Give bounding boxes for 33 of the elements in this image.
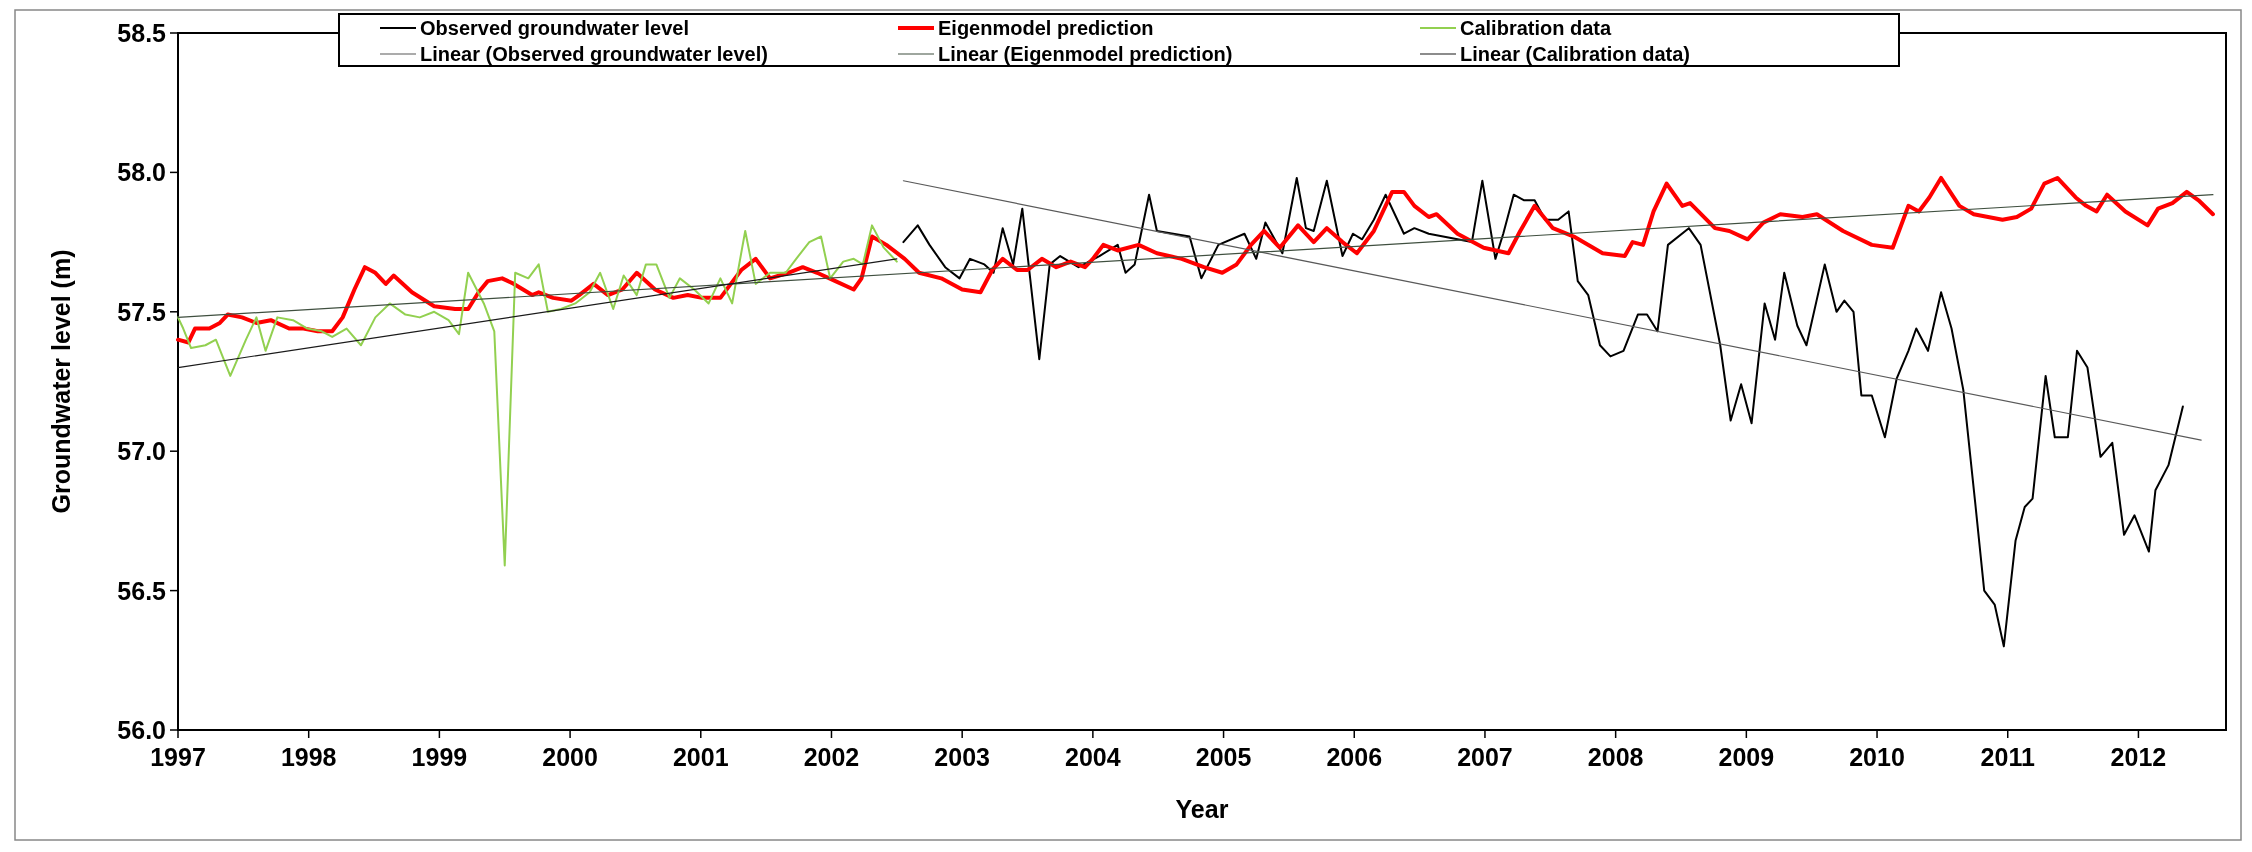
- legend-label: Eigenmodel prediction: [938, 17, 1154, 39]
- x-tick-label: 2005: [1195, 743, 1252, 771]
- legend-label: Linear (Eigenmodel prediction): [938, 43, 1233, 65]
- line-series: [902, 176, 2184, 648]
- x-tick-label: 2010: [1849, 743, 1905, 771]
- x-tick-label: 2001: [672, 743, 729, 771]
- y-tick-label: 57.5: [117, 297, 167, 326]
- x-tick-label: 2008: [1587, 743, 1644, 771]
- legend-label: Linear (Observed groundwater level): [420, 43, 768, 65]
- y-tick-label: 56.5: [117, 576, 167, 605]
- line-series: [177, 224, 898, 567]
- y-tick-label: 58.0: [117, 158, 166, 187]
- y-tick-label: 57.0: [117, 437, 166, 466]
- legend-label: Linear (Calibration data): [1460, 43, 1691, 65]
- y-axis-title: Groundwater level (m): [47, 249, 75, 514]
- x-tick-label: 2012: [2110, 743, 2167, 771]
- y-tick-label: 58.5: [117, 19, 167, 47]
- x-tick-label: 2011: [1980, 743, 2035, 771]
- x-tick-label: 2004: [1065, 743, 1121, 771]
- legend-label: Calibration data: [1460, 17, 1613, 39]
- legend-label: Observed groundwater level: [420, 17, 689, 39]
- x-axis-title: Year: [1175, 795, 1229, 823]
- x-tick-label: 2003: [934, 743, 990, 771]
- x-tick-label: 2002: [803, 743, 860, 771]
- line-series: [176, 175, 2215, 345]
- x-tick-label: 1998: [280, 743, 337, 771]
- x-tick-label: 2006: [1326, 743, 1383, 771]
- x-tick-label: 1997: [150, 743, 206, 771]
- x-tick-label: 2009: [1718, 743, 1775, 771]
- x-tick-label: 1999: [411, 743, 468, 771]
- x-tick-label: 2007: [1457, 743, 1513, 771]
- y-tick-label: 56.0: [117, 716, 166, 744]
- x-tick-label: 2000: [542, 743, 598, 771]
